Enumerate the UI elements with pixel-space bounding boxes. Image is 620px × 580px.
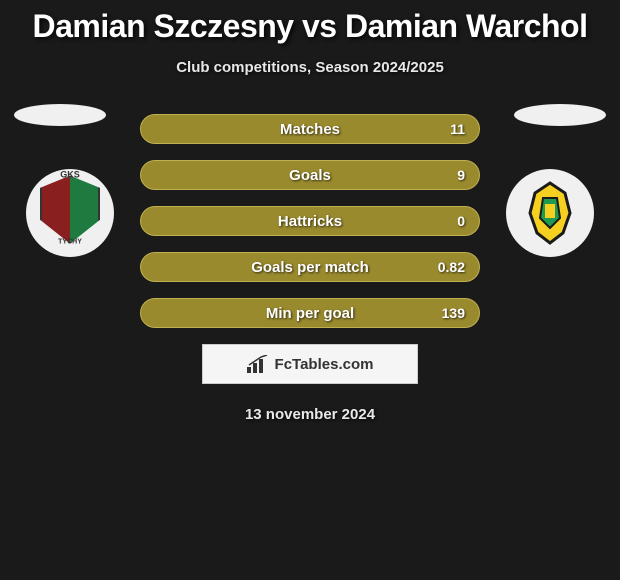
player-right-oval — [514, 104, 606, 126]
stat-label: Matches — [280, 121, 340, 138]
crest-left-bottom-text: TYCHY — [58, 239, 82, 246]
crest-right-icon — [515, 178, 585, 248]
stat-row: Hattricks 0 — [140, 206, 480, 236]
page-subtitle: Club competitions, Season 2024/2025 — [0, 59, 620, 76]
stat-value: 11 — [450, 121, 465, 137]
footer-logo-text: FcTables.com — [275, 356, 374, 373]
stat-value: 0 — [457, 213, 465, 229]
stat-row: Matches 11 — [140, 114, 480, 144]
club-badge-right — [500, 169, 600, 257]
badge-circle-right — [506, 169, 594, 257]
stat-row: Goals per match 0.82 — [140, 252, 480, 282]
stat-value: 9 — [457, 167, 465, 183]
stat-label: Min per goal — [266, 305, 354, 322]
comparison-area: GKS TYCHY Matches 11 Goals 9 — [0, 114, 620, 423]
crest-left-shield-icon — [40, 176, 100, 244]
chart-icon — [247, 355, 269, 373]
stat-label: Goals per match — [251, 259, 369, 276]
stat-label: Hattricks — [278, 213, 342, 230]
footer-logo[interactable]: FcTables.com — [202, 344, 418, 384]
footer-date: 13 november 2024 — [0, 406, 620, 423]
stat-value: 139 — [442, 305, 465, 321]
stat-label: Goals — [289, 167, 331, 184]
club-badge-left: GKS TYCHY — [20, 169, 120, 257]
page-title: Damian Szczesny vs Damian Warchol — [0, 8, 620, 45]
stat-value: 0.82 — [438, 259, 465, 275]
header: Damian Szczesny vs Damian Warchol Club c… — [0, 0, 620, 76]
player-left-oval — [14, 104, 106, 126]
stat-row: Min per goal 139 — [140, 298, 480, 328]
stats-list: Matches 11 Goals 9 Hattricks 0 Goals per… — [140, 114, 480, 328]
stat-row: Goals 9 — [140, 160, 480, 190]
badge-circle-left: GKS TYCHY — [26, 169, 114, 257]
